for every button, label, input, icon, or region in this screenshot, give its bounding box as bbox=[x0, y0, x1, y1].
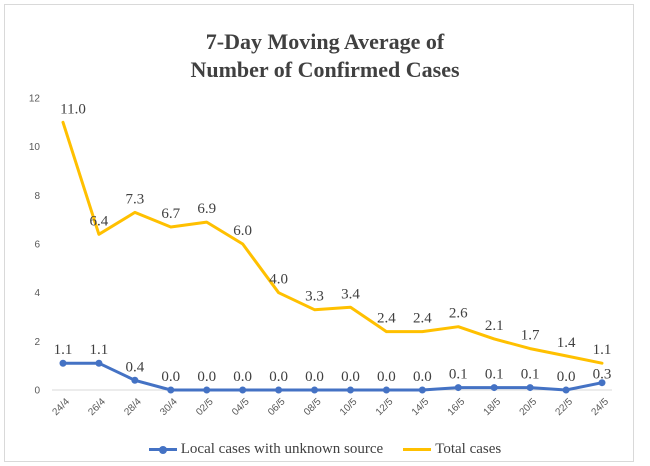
data-label: 0.4 bbox=[125, 359, 144, 375]
data-label: 7.3 bbox=[125, 191, 144, 207]
x-tick-label: 04/5 bbox=[230, 396, 252, 418]
data-label: 1.1 bbox=[593, 342, 612, 358]
data-label: 6.4 bbox=[90, 213, 109, 229]
data-point bbox=[454, 384, 462, 392]
data-point bbox=[95, 359, 103, 367]
data-label: 11.0 bbox=[60, 101, 86, 117]
data-label: 1.1 bbox=[54, 342, 73, 358]
x-tick-label: 28/4 bbox=[122, 396, 144, 418]
x-tick-label: 08/5 bbox=[302, 396, 324, 418]
x-tick-label: 02/5 bbox=[194, 396, 216, 418]
legend-label-total: Total cases bbox=[435, 441, 502, 457]
x-tick-label: 20/5 bbox=[518, 396, 540, 418]
data-label: 2.4 bbox=[377, 311, 396, 327]
chart-title-line2: Number of Confirmed Cases bbox=[190, 57, 460, 82]
data-point bbox=[562, 386, 570, 394]
data-label: 1.1 bbox=[90, 342, 109, 358]
x-tick-label: 14/5 bbox=[410, 396, 432, 418]
data-point bbox=[239, 386, 247, 394]
legend-item-total: Total cases bbox=[403, 441, 501, 458]
data-label: 0.1 bbox=[485, 367, 504, 383]
x-tick-label: 18/5 bbox=[482, 396, 504, 418]
x-tick-label: 22/5 bbox=[554, 396, 576, 418]
y-tick-label: 0 bbox=[34, 386, 40, 397]
data-label: 1.7 bbox=[521, 328, 540, 344]
data-label: 0.1 bbox=[521, 367, 540, 383]
y-tick-label: 10 bbox=[29, 142, 41, 153]
legend: Local cases with unknown source Total ca… bbox=[0, 441, 650, 458]
data-label: 0.0 bbox=[305, 369, 324, 385]
legend-item-local: Local cases with unknown source bbox=[148, 441, 384, 458]
y-tick-label: 6 bbox=[34, 240, 40, 251]
data-label: 4.0 bbox=[269, 272, 288, 288]
data-label: 6.7 bbox=[161, 206, 180, 222]
data-label: 3.4 bbox=[341, 286, 360, 302]
data-point bbox=[490, 384, 498, 392]
data-label: 0.0 bbox=[377, 369, 396, 385]
data-point bbox=[311, 386, 319, 394]
data-label: 2.4 bbox=[413, 311, 432, 327]
data-point bbox=[59, 359, 67, 367]
data-label: 2.1 bbox=[485, 318, 504, 334]
series-line-local bbox=[61, 361, 604, 392]
data-label: 1.4 bbox=[557, 335, 576, 351]
legend-swatch-local bbox=[148, 445, 177, 454]
data-label: 0.0 bbox=[341, 369, 360, 385]
data-label: 0.0 bbox=[197, 369, 216, 385]
data-point bbox=[418, 386, 426, 394]
x-tick-label: 06/5 bbox=[266, 396, 288, 418]
data-label: 0.0 bbox=[557, 369, 576, 385]
x-tick-label: 16/5 bbox=[446, 396, 468, 418]
data-point bbox=[131, 376, 139, 384]
x-tick-label: 26/4 bbox=[86, 396, 108, 418]
x-tick-label: 12/5 bbox=[374, 396, 396, 418]
x-tick-label: 10/5 bbox=[338, 396, 360, 418]
y-tick-label: 8 bbox=[34, 191, 40, 202]
series-line-total bbox=[61, 120, 604, 365]
data-label: 0.3 bbox=[593, 367, 612, 383]
data-label: 3.3 bbox=[305, 289, 324, 305]
data-point bbox=[526, 384, 534, 392]
y-tick-label: 12 bbox=[29, 94, 41, 105]
data-label: 0.1 bbox=[449, 367, 468, 383]
data-point bbox=[346, 386, 354, 394]
data-point bbox=[598, 379, 606, 387]
data-point bbox=[275, 386, 283, 394]
x-tick-label: 24/4 bbox=[50, 396, 72, 418]
data-label: 6.0 bbox=[233, 223, 252, 239]
x-tick-label: 30/4 bbox=[158, 396, 180, 418]
data-label: 0.0 bbox=[269, 369, 288, 385]
data-point bbox=[203, 386, 211, 394]
data-label: 0.0 bbox=[233, 369, 252, 385]
x-tick-label: 24/5 bbox=[589, 396, 611, 418]
chart-title: 7-Day Moving Average of bbox=[205, 29, 445, 54]
y-tick-label: 4 bbox=[34, 288, 40, 299]
data-point bbox=[382, 386, 390, 394]
legend-label-local: Local cases with unknown source bbox=[180, 441, 384, 457]
data-point bbox=[167, 386, 175, 394]
data-label: 6.9 bbox=[197, 201, 216, 217]
data-label: 2.6 bbox=[449, 306, 468, 322]
y-tick-label: 2 bbox=[34, 337, 40, 348]
legend-swatch-total bbox=[403, 448, 432, 451]
data-label: 0.0 bbox=[413, 369, 432, 385]
data-label: 0.0 bbox=[161, 369, 180, 385]
